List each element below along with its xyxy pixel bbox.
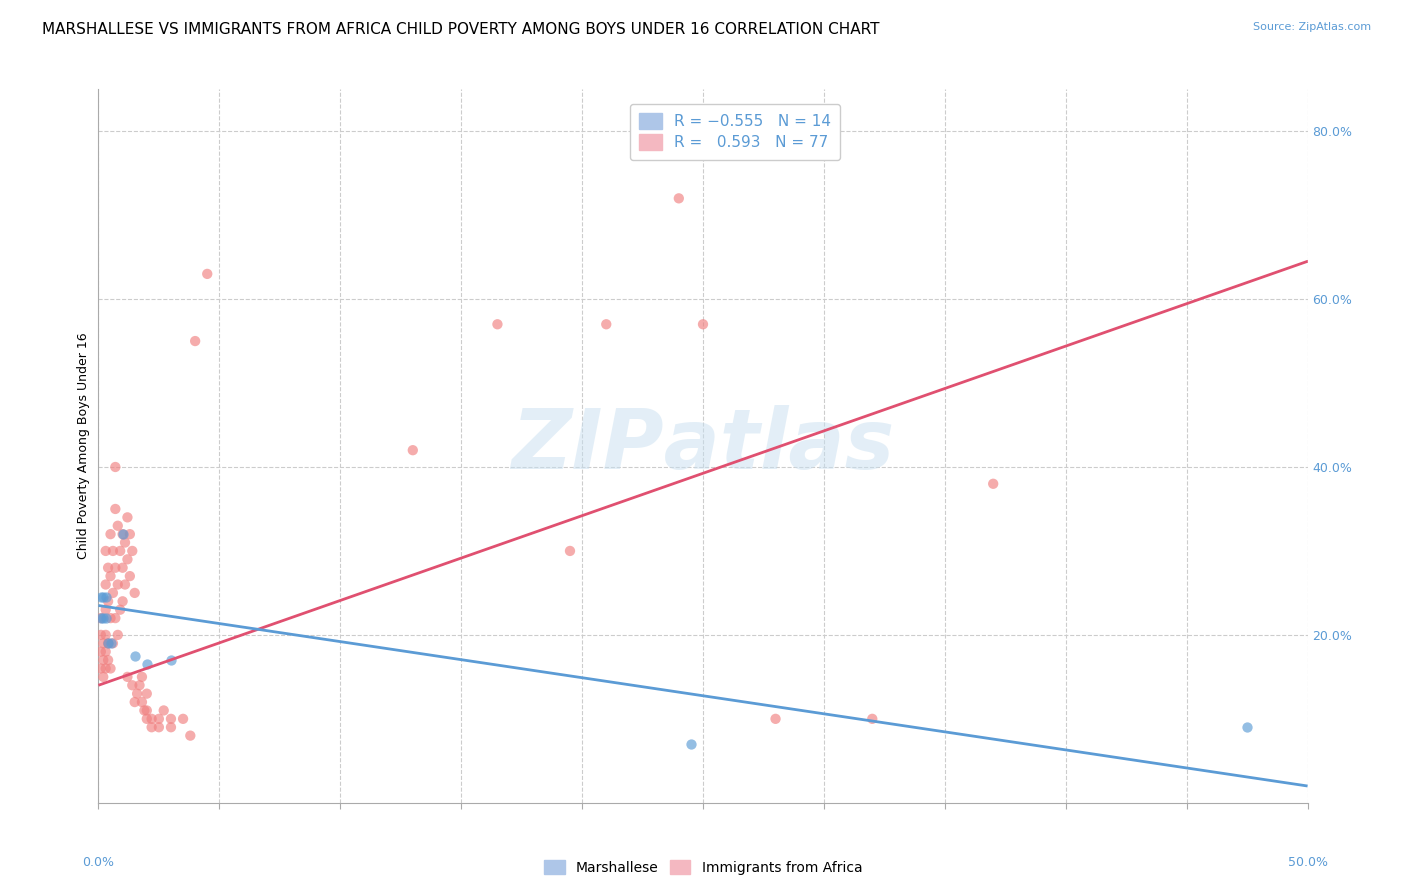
Point: [111, 594, 134, 608]
Point: [108, 544, 131, 558]
Point: [679, 737, 702, 751]
Text: 50.0%: 50.0%: [1288, 856, 1327, 870]
Point: [160, 653, 183, 667]
Point: [195, 267, 218, 281]
Point: [100, 611, 122, 625]
Point: [101, 636, 124, 650]
Point: [90, 661, 112, 675]
Point: [90, 611, 112, 625]
Point: [91, 590, 114, 604]
Point: [135, 712, 157, 726]
Point: [94, 544, 117, 558]
Point: [121, 678, 143, 692]
Point: [124, 586, 146, 600]
Point: [118, 527, 141, 541]
Point: [91, 653, 114, 667]
Point: [127, 687, 149, 701]
Point: [91, 670, 114, 684]
Point: [97, 636, 120, 650]
Point: [97, 653, 120, 667]
Point: [117, 670, 139, 684]
Point: [117, 510, 139, 524]
Point: [94, 603, 117, 617]
Point: [100, 636, 122, 650]
Point: [108, 603, 131, 617]
Point: [100, 527, 122, 541]
Y-axis label: Child Poverty Among Boys Under 16: Child Poverty Among Boys Under 16: [77, 333, 90, 559]
Point: [131, 670, 153, 684]
Point: [131, 695, 153, 709]
Point: [90, 645, 112, 659]
Point: [94, 645, 117, 659]
Legend: R = −0.555   N = 14, R =   0.593   N = 77: R = −0.555 N = 14, R = 0.593 N = 77: [630, 104, 841, 160]
Text: MARSHALLESE VS IMMIGRANTS FROM AFRICA CHILD POVERTY AMONG BOYS UNDER 16 CORRELAT: MARSHALLESE VS IMMIGRANTS FROM AFRICA CH…: [42, 22, 880, 37]
Point: [114, 535, 136, 549]
Point: [100, 661, 122, 675]
Point: [111, 560, 134, 574]
Point: [97, 636, 120, 650]
Point: [114, 577, 136, 591]
Point: [101, 586, 124, 600]
Text: Source: ZipAtlas.com: Source: ZipAtlas.com: [1253, 22, 1371, 32]
Point: [94, 577, 117, 591]
Point: [107, 518, 129, 533]
Point: [141, 712, 163, 726]
Point: [765, 712, 787, 726]
Point: [118, 569, 141, 583]
Point: [90, 628, 112, 642]
Text: ZIP​atlas: ZIP​atlas: [512, 406, 894, 486]
Point: [111, 527, 134, 541]
Point: [104, 560, 127, 574]
Point: [486, 318, 509, 332]
Point: [94, 661, 117, 675]
Point: [97, 560, 120, 574]
Point: [692, 318, 714, 332]
Point: [1236, 720, 1258, 734]
Point: [160, 720, 183, 734]
Point: [152, 703, 174, 717]
Point: [90, 590, 112, 604]
Point: [104, 460, 127, 475]
Point: [184, 334, 207, 348]
Point: [172, 712, 194, 726]
Point: [94, 628, 117, 642]
Legend: Marshallese, Immigrants from Africa: Marshallese, Immigrants from Africa: [538, 855, 868, 880]
Point: [595, 318, 617, 332]
Point: [402, 443, 425, 458]
Point: [107, 628, 129, 642]
Point: [148, 720, 170, 734]
Point: [90, 611, 112, 625]
Point: [107, 577, 129, 591]
Point: [91, 611, 114, 625]
Point: [91, 636, 114, 650]
Point: [860, 712, 883, 726]
Point: [668, 191, 690, 205]
Point: [135, 657, 157, 672]
Point: [179, 729, 201, 743]
Text: 0.0%: 0.0%: [83, 856, 114, 870]
Point: [94, 611, 117, 625]
Point: [558, 544, 581, 558]
Point: [121, 544, 143, 558]
Point: [104, 502, 127, 516]
Point: [101, 544, 124, 558]
Point: [94, 590, 117, 604]
Point: [104, 611, 127, 625]
Point: [135, 703, 157, 717]
Point: [141, 720, 163, 734]
Point: [124, 695, 146, 709]
Point: [135, 687, 157, 701]
Point: [100, 569, 122, 583]
Point: [981, 476, 1004, 491]
Point: [124, 648, 146, 663]
Point: [111, 527, 134, 541]
Point: [160, 712, 183, 726]
Point: [134, 703, 156, 717]
Point: [97, 594, 120, 608]
Point: [117, 552, 139, 566]
Point: [128, 678, 150, 692]
Point: [148, 712, 170, 726]
